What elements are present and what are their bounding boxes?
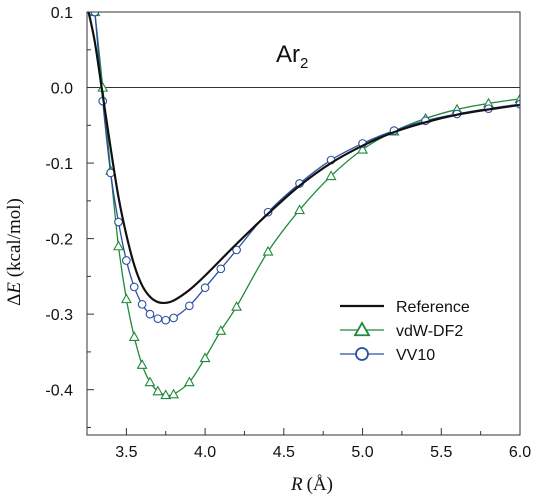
data-point [152,385,164,396]
series-reference [87,12,520,305]
y-tick-label: 0.1 [51,5,73,22]
data-point [114,217,123,227]
x-tick-label: 5.5 [430,444,452,461]
data-point [90,12,100,17]
legend-label: VV10 [396,347,435,364]
x-tick-label: 6.0 [509,444,531,461]
data-point [160,389,172,400]
data-point [294,204,305,215]
x-axis-title: R (Å) [290,474,333,495]
y-tick-label: -0.4 [45,383,73,400]
data-point [137,299,147,309]
x-axis: 3.5 4.0 4.5 5.0 5.5 6.0 [86,428,531,461]
data-point [357,143,368,154]
data-point [169,313,178,323]
data-point [325,170,337,181]
data-point [161,315,171,325]
data-point [215,325,227,335]
data-point [231,300,243,311]
data-point [168,388,180,399]
y-tick-label: -0.2 [45,232,73,249]
x-tick-label: 5.0 [351,444,373,461]
legend-item: VV10 [340,347,435,364]
data-point [113,240,124,251]
data-point [145,309,155,319]
data-point [153,314,163,324]
data-point [199,352,211,363]
legend-marker [353,321,371,337]
data-point [262,245,274,256]
plot-frame [86,11,521,436]
legend-label: vdW-DF2 [396,323,463,340]
x-tick-label: 4.0 [194,444,216,461]
legend-item: Reference [340,299,470,316]
y-tick-label: 0.0 [51,81,73,98]
data-point [120,293,132,304]
data-point [184,301,194,311]
molecule-annotation: Ar2 [276,41,308,72]
data-point [129,282,139,292]
data-point [200,283,210,293]
y-tick-label: -0.1 [45,156,73,173]
y-axis-title: ΔE (kcal/mol) [4,198,25,306]
x-tick-label: 4.5 [273,444,295,461]
data-point [144,376,156,387]
y-axis: 0.1 0.0 -0.1 -0.2 -0.3 -0.4 [45,5,94,428]
x-tick-label: 3.5 [115,444,137,461]
legend-label: Reference [396,299,470,316]
series-line [87,12,520,305]
legend: Reference vdW-DF2 VV10 [340,299,470,364]
data-point [216,264,226,274]
data-point [232,245,241,255]
data-point [136,359,148,369]
data-point [183,376,195,387]
data-point [122,256,131,265]
legend-marker [355,347,369,361]
y-tick-label: -0.3 [45,307,73,324]
series-layer [87,12,520,400]
data-point [128,331,140,341]
legend-item: vdW-DF2 [340,321,463,340]
